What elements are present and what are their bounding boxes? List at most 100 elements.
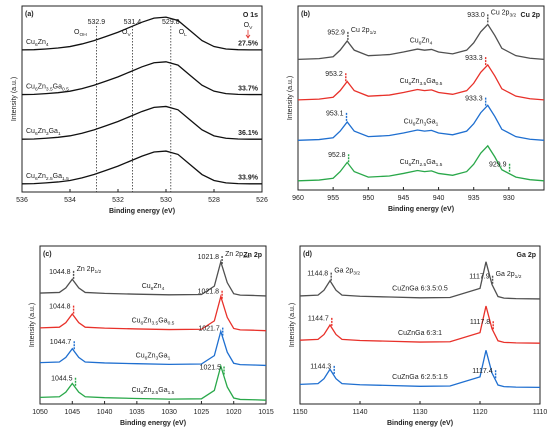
plot-frame xyxy=(21,5,263,193)
series-label: Cu6Zn3.5Ga0.5 xyxy=(400,78,443,87)
series-label: Cu6Zn4 xyxy=(410,37,433,46)
x-axis-label: Binding energy (eV) xyxy=(120,420,186,427)
peak-value: 953.1 xyxy=(326,111,344,118)
peak-value: 952.9 xyxy=(327,30,345,37)
peak-value: 929.9 xyxy=(489,162,507,169)
x-tick-label: 1025 xyxy=(194,409,210,416)
peak-value: 1144.7 xyxy=(308,316,329,323)
spectrum-line xyxy=(297,144,545,182)
series-label: Cu6Zn3.5Ga0.5 xyxy=(132,317,175,326)
x-tick-label: 945 xyxy=(398,195,410,202)
series-label: Cu6Zn3.5Ga0.5 xyxy=(26,83,69,92)
y-axis-label: Intensity (a.u.) xyxy=(11,77,18,121)
peak-value: 933.3 xyxy=(465,55,483,62)
x-tick-label: 528 xyxy=(208,197,220,204)
peak-value: 1144.8 xyxy=(307,270,328,277)
x-tick-label: 1140 xyxy=(352,409,367,416)
y-axis-label: Intensity (a.u.) xyxy=(289,303,296,347)
spectrum-line xyxy=(39,363,267,401)
spectrum-line xyxy=(299,305,541,344)
x-axis-label: Binding energy (eV) xyxy=(109,208,175,215)
series-label: Cu6Zn3Ga1 xyxy=(404,118,439,127)
percent-label: 33.7% xyxy=(238,85,259,92)
peak-label: 529.8 xyxy=(162,19,180,26)
component-label: OOH xyxy=(74,29,87,38)
x-axis-label: Binding energy (eV) xyxy=(388,206,454,213)
orbital-label: Cu 2p3/2 xyxy=(491,9,517,18)
orbital-label: Ga 2p3/2 xyxy=(334,267,360,276)
x-tick-label: 1035 xyxy=(129,409,145,416)
x-tick-label: 1150 xyxy=(292,409,307,416)
orbital-label: Cu 2p1/2 xyxy=(351,27,377,36)
peak-value: 1117.8 xyxy=(470,319,490,326)
peak-value: 1021.8 xyxy=(198,254,220,261)
vacancy-arrow xyxy=(245,29,251,39)
series-label: Cu6Zn4 xyxy=(26,39,49,48)
x-tick-label: 1110 xyxy=(533,409,548,416)
component-label: OL xyxy=(179,29,187,38)
x-tick-label: 955 xyxy=(327,195,339,202)
panel-title: Ga 2p xyxy=(517,252,536,259)
x-tick-label: 935 xyxy=(468,195,480,202)
orbital-label: Ga 2p1/2 xyxy=(496,271,522,280)
series-label: Cu6Zn3Ga1 xyxy=(26,128,61,137)
spectrum-line xyxy=(39,294,267,332)
peak-value: 1117.9 xyxy=(469,274,489,281)
series-label: Cu6Zn2.5Ga1.5 xyxy=(400,159,443,168)
series-label: Cu6Zn4 xyxy=(142,283,165,292)
x-tick-label: 940 xyxy=(433,195,445,202)
x-tick-label: 1130 xyxy=(412,409,427,416)
series-label: CuZnGa 6:3:1 xyxy=(398,330,442,337)
x-tick-label: 1020 xyxy=(226,409,242,416)
x-tick-label: 1030 xyxy=(161,409,177,416)
orbital-label: Zn 2p1/2 xyxy=(77,266,102,275)
series-label: CuZnGa 6:2.5:1.5 xyxy=(392,374,448,381)
x-tick-label: 530 xyxy=(160,197,172,204)
plot-frame xyxy=(297,5,545,191)
panel-title: O 1s xyxy=(243,12,258,19)
panel-label: (a) xyxy=(25,11,34,18)
x-tick-label: 930 xyxy=(503,195,515,202)
spectrum-line xyxy=(299,261,541,300)
spectrum-line xyxy=(21,61,262,96)
panel-label: (c) xyxy=(43,251,52,258)
series-label: Cu6Zn2.5Ga1.5 xyxy=(132,387,175,396)
spectrum-line xyxy=(21,105,262,140)
peak-value: 1044.8 xyxy=(49,304,71,311)
x-tick-label: 1045 xyxy=(64,409,80,416)
peak-value: 1044.8 xyxy=(49,269,71,276)
peak-value: 933.3 xyxy=(465,95,483,102)
spectrum-line xyxy=(21,16,262,51)
plot-frame xyxy=(39,245,267,405)
spectrum-line xyxy=(297,63,545,101)
peak-value: 933.0 xyxy=(467,12,485,19)
x-tick-label: 536 xyxy=(16,197,28,204)
panel-title: Cu 2p xyxy=(521,12,540,19)
spectrum-line xyxy=(299,350,541,389)
x-tick-label: 532 xyxy=(112,197,124,204)
peak-value: 1021.7 xyxy=(198,325,220,332)
x-axis-label: Binding energy (eV) xyxy=(387,420,453,427)
series-label: CuZnGa 6:3.5:0.5 xyxy=(392,286,448,293)
spectrum-line xyxy=(21,150,262,185)
spectrum-line xyxy=(297,104,545,141)
peak-value: 1044.7 xyxy=(50,339,72,346)
orbital-label: Zn 2p3/2 xyxy=(225,251,250,260)
spectrum-line xyxy=(39,259,267,297)
peak-value: 1044.5 xyxy=(51,376,73,383)
peak-value: 1021.8 xyxy=(198,289,220,296)
peak-value: 1144.3 xyxy=(310,364,331,371)
component-label: OV xyxy=(122,29,131,38)
spectrum-line xyxy=(39,328,267,367)
panel-label: (b) xyxy=(301,11,310,18)
y-axis-label: Intensity (a.u.) xyxy=(287,76,294,120)
peak-value: 1021.5 xyxy=(200,364,222,371)
peak-label: 532.9 xyxy=(88,19,106,26)
y-axis-label: Intensity (a.u.) xyxy=(29,303,36,347)
series-label: Cu6Zn3Ga1 xyxy=(136,352,171,361)
peak-label: 531.4 xyxy=(124,19,142,26)
percent-label: 36.1% xyxy=(238,130,259,137)
x-tick-label: 1120 xyxy=(472,409,487,416)
x-tick-label: 1015 xyxy=(258,409,274,416)
